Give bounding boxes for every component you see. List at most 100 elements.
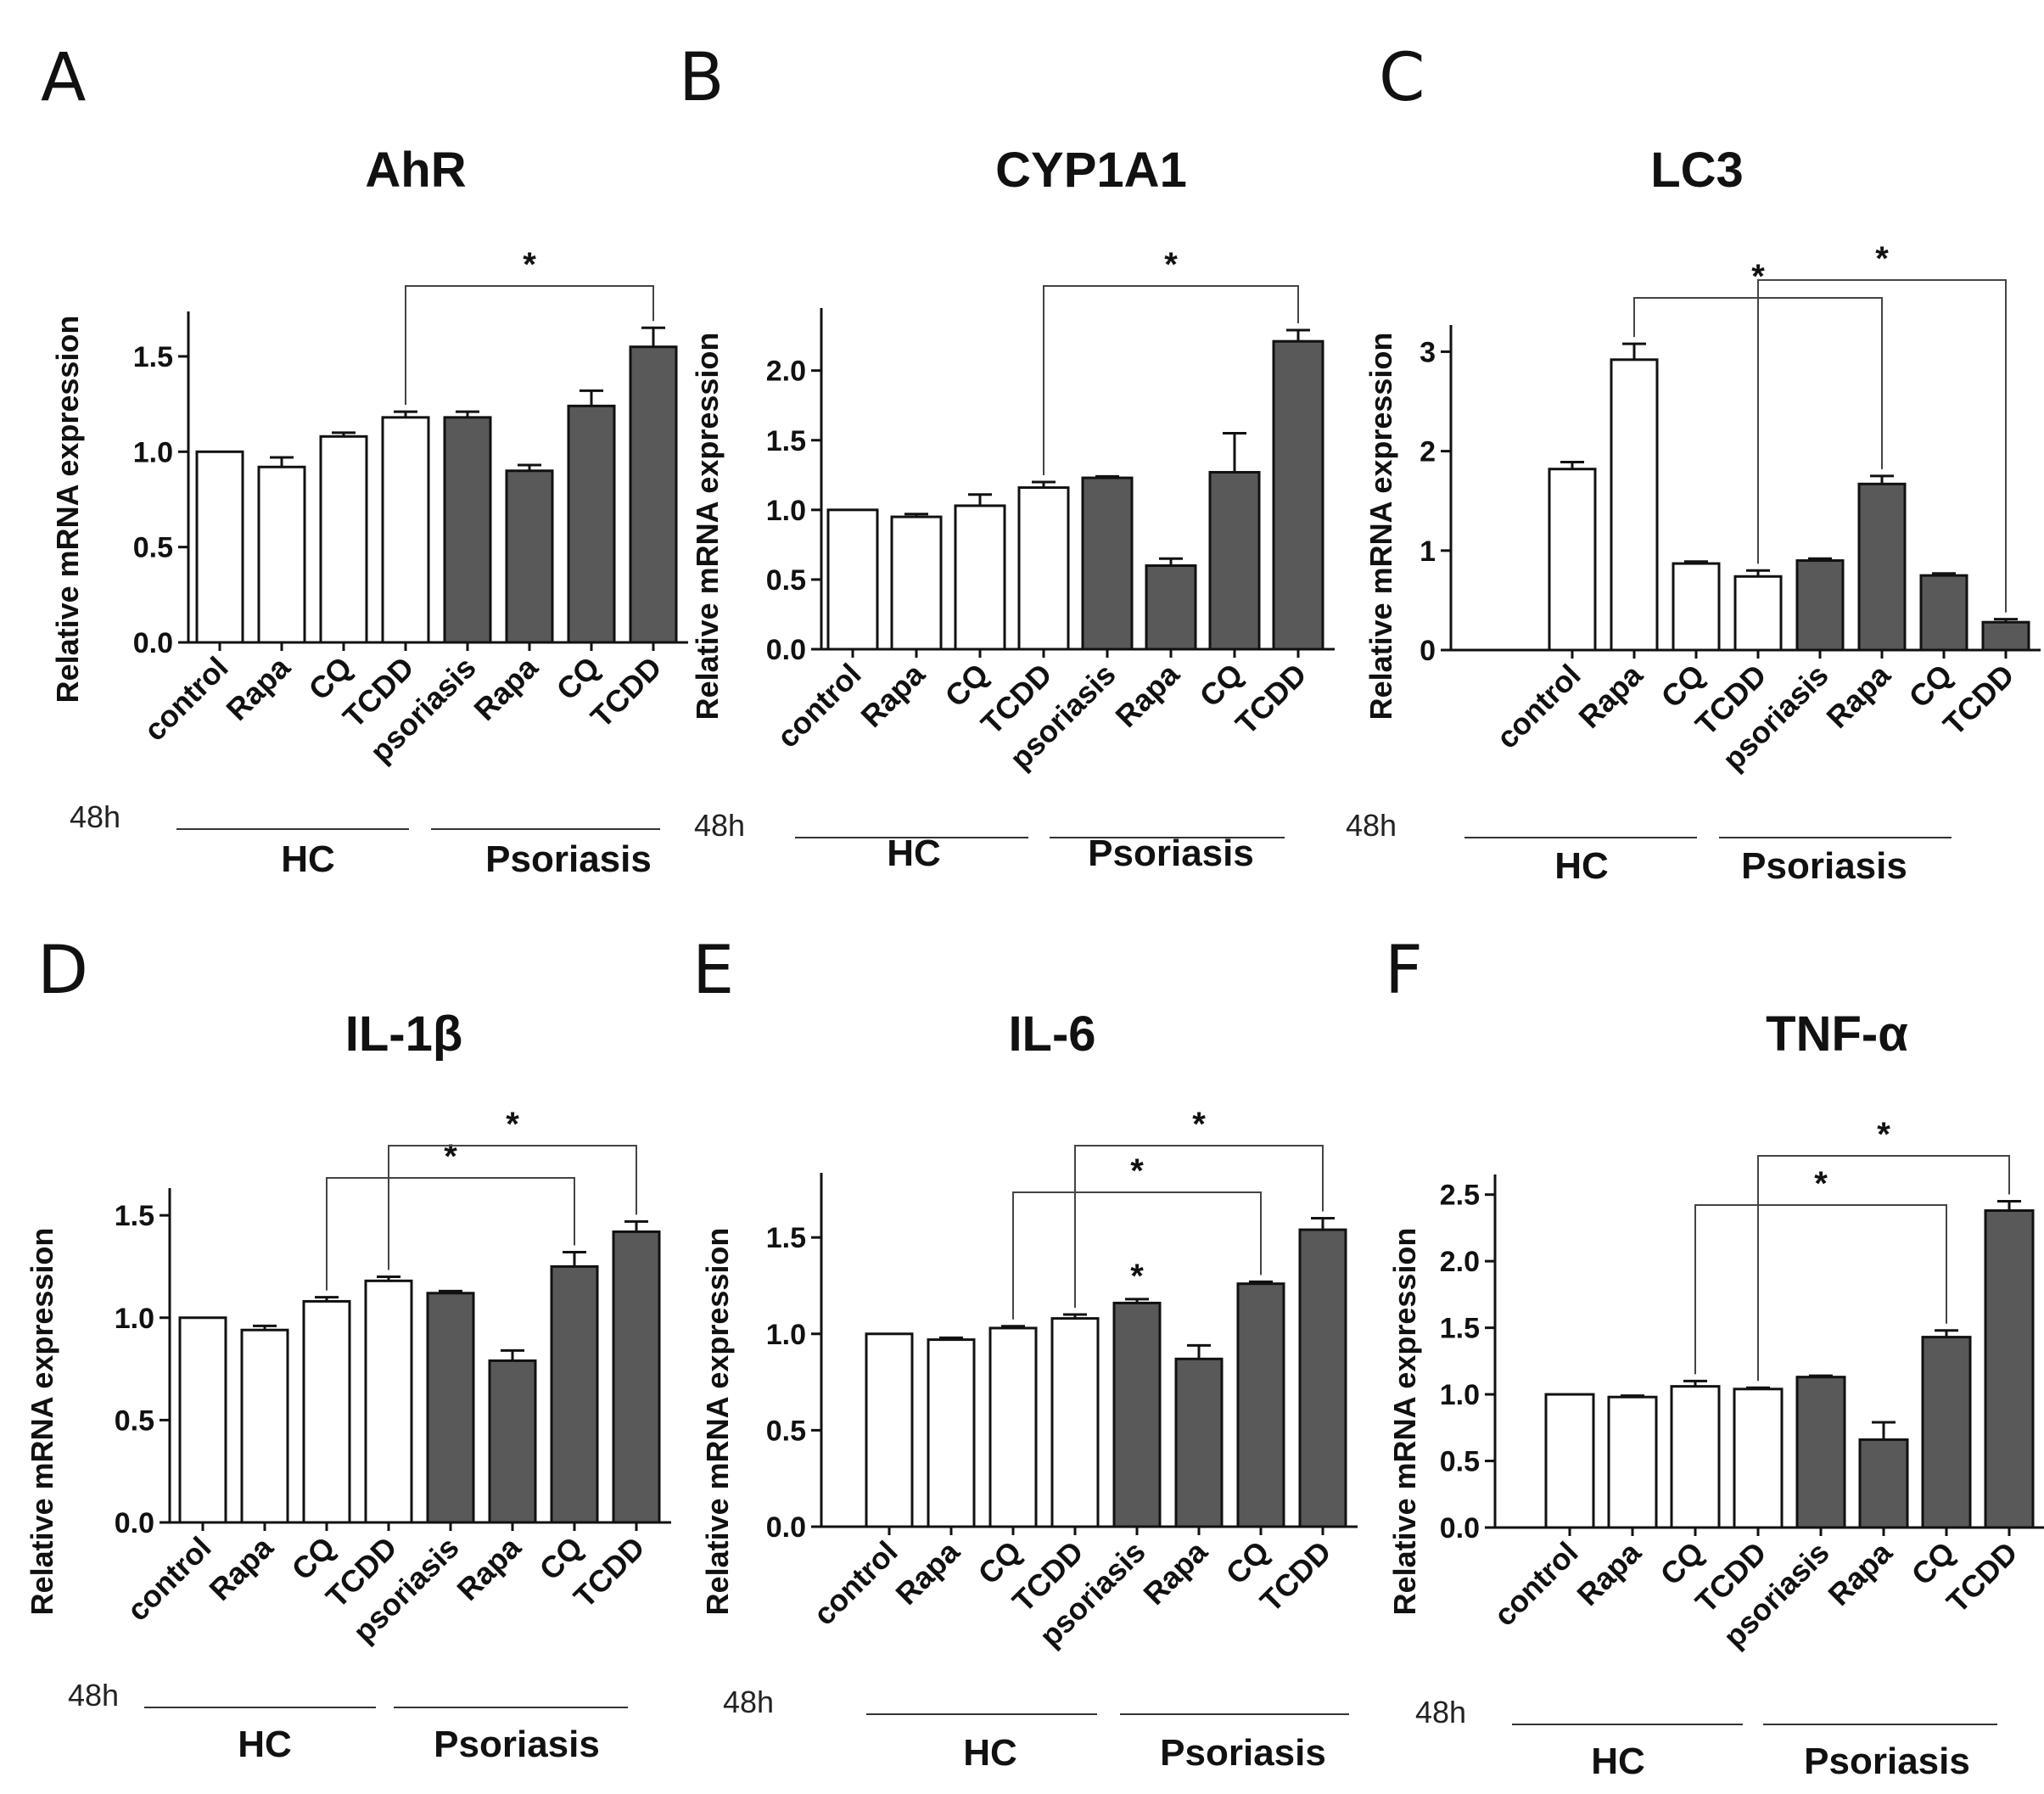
group-label-hc: HC xyxy=(887,833,941,874)
y-tick-label: 0.5 xyxy=(1440,1446,1480,1478)
y-axis-label: Relative mRNA expression xyxy=(1387,1228,1422,1616)
y-tick-label: 0.0 xyxy=(1440,1512,1480,1545)
y-tick-label: 0.5 xyxy=(766,1415,806,1447)
significance-bracket xyxy=(405,285,654,406)
bar-control xyxy=(826,508,879,651)
bar-rapa xyxy=(890,515,943,651)
bar-rapa xyxy=(1610,358,1659,652)
y-tick-label: 1.0 xyxy=(1440,1379,1480,1411)
bar-psoriasis xyxy=(1112,1301,1162,1528)
panel-b: B CYP1A1 Relative mRNA expression 0.0 0.5 1.0… xyxy=(679,40,1335,874)
category-label: TCDD xyxy=(567,1530,652,1615)
y-tick-label: 1.0 xyxy=(766,495,806,527)
y-tick-label: 0.0 xyxy=(766,634,806,666)
panel-a: A AhR Relative mRNA expression 0.0 0.5 1.0 1.5… xyxy=(41,40,688,880)
bar-control xyxy=(1548,468,1597,652)
bar-cq xyxy=(1672,562,1721,652)
category-label: Rapa xyxy=(1819,657,1897,735)
bar-tcdd xyxy=(381,416,430,644)
panel-letter: F xyxy=(1385,933,1423,1009)
y-axis-label: Relative mRNA expression xyxy=(1364,333,1398,720)
chart-title: AhR xyxy=(365,143,466,198)
category-label: control xyxy=(770,657,867,754)
category-label: TCDD xyxy=(584,650,669,735)
y-tick-label: 0.0 xyxy=(115,1507,154,1539)
significance-bracket xyxy=(1757,1155,2010,1382)
time-label: 48h xyxy=(1415,1695,1466,1730)
category-label: Rapa xyxy=(1571,657,1649,735)
y-tick-label: 0.5 xyxy=(766,564,806,597)
time-label: 48h xyxy=(1346,808,1397,843)
category-label: Rapa xyxy=(854,656,932,734)
bar-rapa xyxy=(488,1359,537,1524)
y-tick-label: 1.0 xyxy=(133,436,173,468)
panel-f: F TNF-α Relative mRNA expression 0.0 0.5 1.0 1… xyxy=(1385,933,2044,1782)
significance-bracket xyxy=(388,1145,637,1270)
bar-tcdd xyxy=(1298,1228,1347,1528)
panel-e: E IL-6 Relative mRNA expression 0.0 0.5 1.0 1.… xyxy=(692,933,1358,1774)
bar-rapa xyxy=(1145,564,1197,651)
bar-cq xyxy=(567,404,616,644)
significance-star: * xyxy=(1192,1106,1206,1143)
chart-title: IL-1β xyxy=(345,1006,463,1062)
bar-tcdd xyxy=(364,1279,413,1524)
bar-psoriasis xyxy=(443,416,492,644)
bar-rapa xyxy=(1858,1438,1909,1529)
significance-bracket xyxy=(1694,1204,1947,1375)
bar-tcdd xyxy=(612,1230,661,1524)
significance-star: * xyxy=(444,1138,457,1175)
y-tick-label: 2.5 xyxy=(1440,1180,1480,1212)
group-label-hc: HC xyxy=(1554,845,1609,887)
bar-rapa xyxy=(1607,1395,1658,1529)
group-label-hc: HC xyxy=(963,1732,1017,1774)
category-label: TCDD xyxy=(1253,1534,1338,1619)
category-label: Rapa xyxy=(219,649,297,727)
chart-title: IL-6 xyxy=(1008,1006,1095,1062)
time-label: 48h xyxy=(723,1685,774,1719)
bar-rapa xyxy=(257,465,306,644)
group-label-hc: HC xyxy=(238,1724,292,1765)
y-tick-label: 1.5 xyxy=(766,425,806,457)
y-tick-label: 1.0 xyxy=(115,1303,154,1335)
group-label-psoriasis: Psoriasis xyxy=(1160,1732,1326,1774)
y-tick-label: 0 xyxy=(1420,635,1436,667)
y-tick-label: 1.5 xyxy=(115,1200,154,1232)
category-label: Rapa xyxy=(467,649,545,727)
y-tick-label: 2.0 xyxy=(766,356,806,388)
bar-tcdd xyxy=(1984,1209,2035,1529)
category-label: TCDD xyxy=(1940,1535,2024,1620)
category-label: Rapa xyxy=(202,1529,280,1607)
bar-star: * xyxy=(1130,1258,1144,1295)
y-tick-label: 3 xyxy=(1420,336,1436,368)
significance-bracket xyxy=(1012,1191,1262,1320)
bar-cq xyxy=(1670,1385,1721,1529)
chart-title: LC3 xyxy=(1650,143,1744,198)
bar-rapa xyxy=(927,1338,976,1528)
time-label: 48h xyxy=(694,808,745,843)
significance-star: * xyxy=(506,1106,519,1143)
panel-letter: C xyxy=(1379,40,1425,116)
significance-star: * xyxy=(1751,258,1765,295)
group-label-psoriasis: Psoriasis xyxy=(434,1724,600,1765)
bar-cq xyxy=(1236,1282,1285,1528)
bar-cq xyxy=(988,1326,1038,1528)
group-label-hc: HC xyxy=(1591,1741,1645,1782)
category-label: control xyxy=(1487,1535,1584,1633)
group-label-psoriasis: Psoriasis xyxy=(1088,833,1254,874)
y-tick-label: 0.5 xyxy=(133,532,173,564)
y-tick-label: 2.0 xyxy=(1440,1246,1480,1278)
y-tick-label: 0.0 xyxy=(133,627,173,659)
significance-star: * xyxy=(523,246,536,283)
bar-cq xyxy=(550,1264,599,1524)
y-tick-label: 1.0 xyxy=(766,1319,806,1351)
group-label-hc: HC xyxy=(281,838,335,880)
bar-cq xyxy=(954,504,1006,651)
significance-bracket xyxy=(1074,1145,1324,1309)
bar-psoriasis xyxy=(1795,1376,1846,1529)
bar-rapa xyxy=(240,1328,289,1524)
bar-rapa xyxy=(1174,1357,1224,1528)
bar-tcdd xyxy=(629,345,678,644)
chart-title: CYP1A1 xyxy=(995,143,1187,198)
